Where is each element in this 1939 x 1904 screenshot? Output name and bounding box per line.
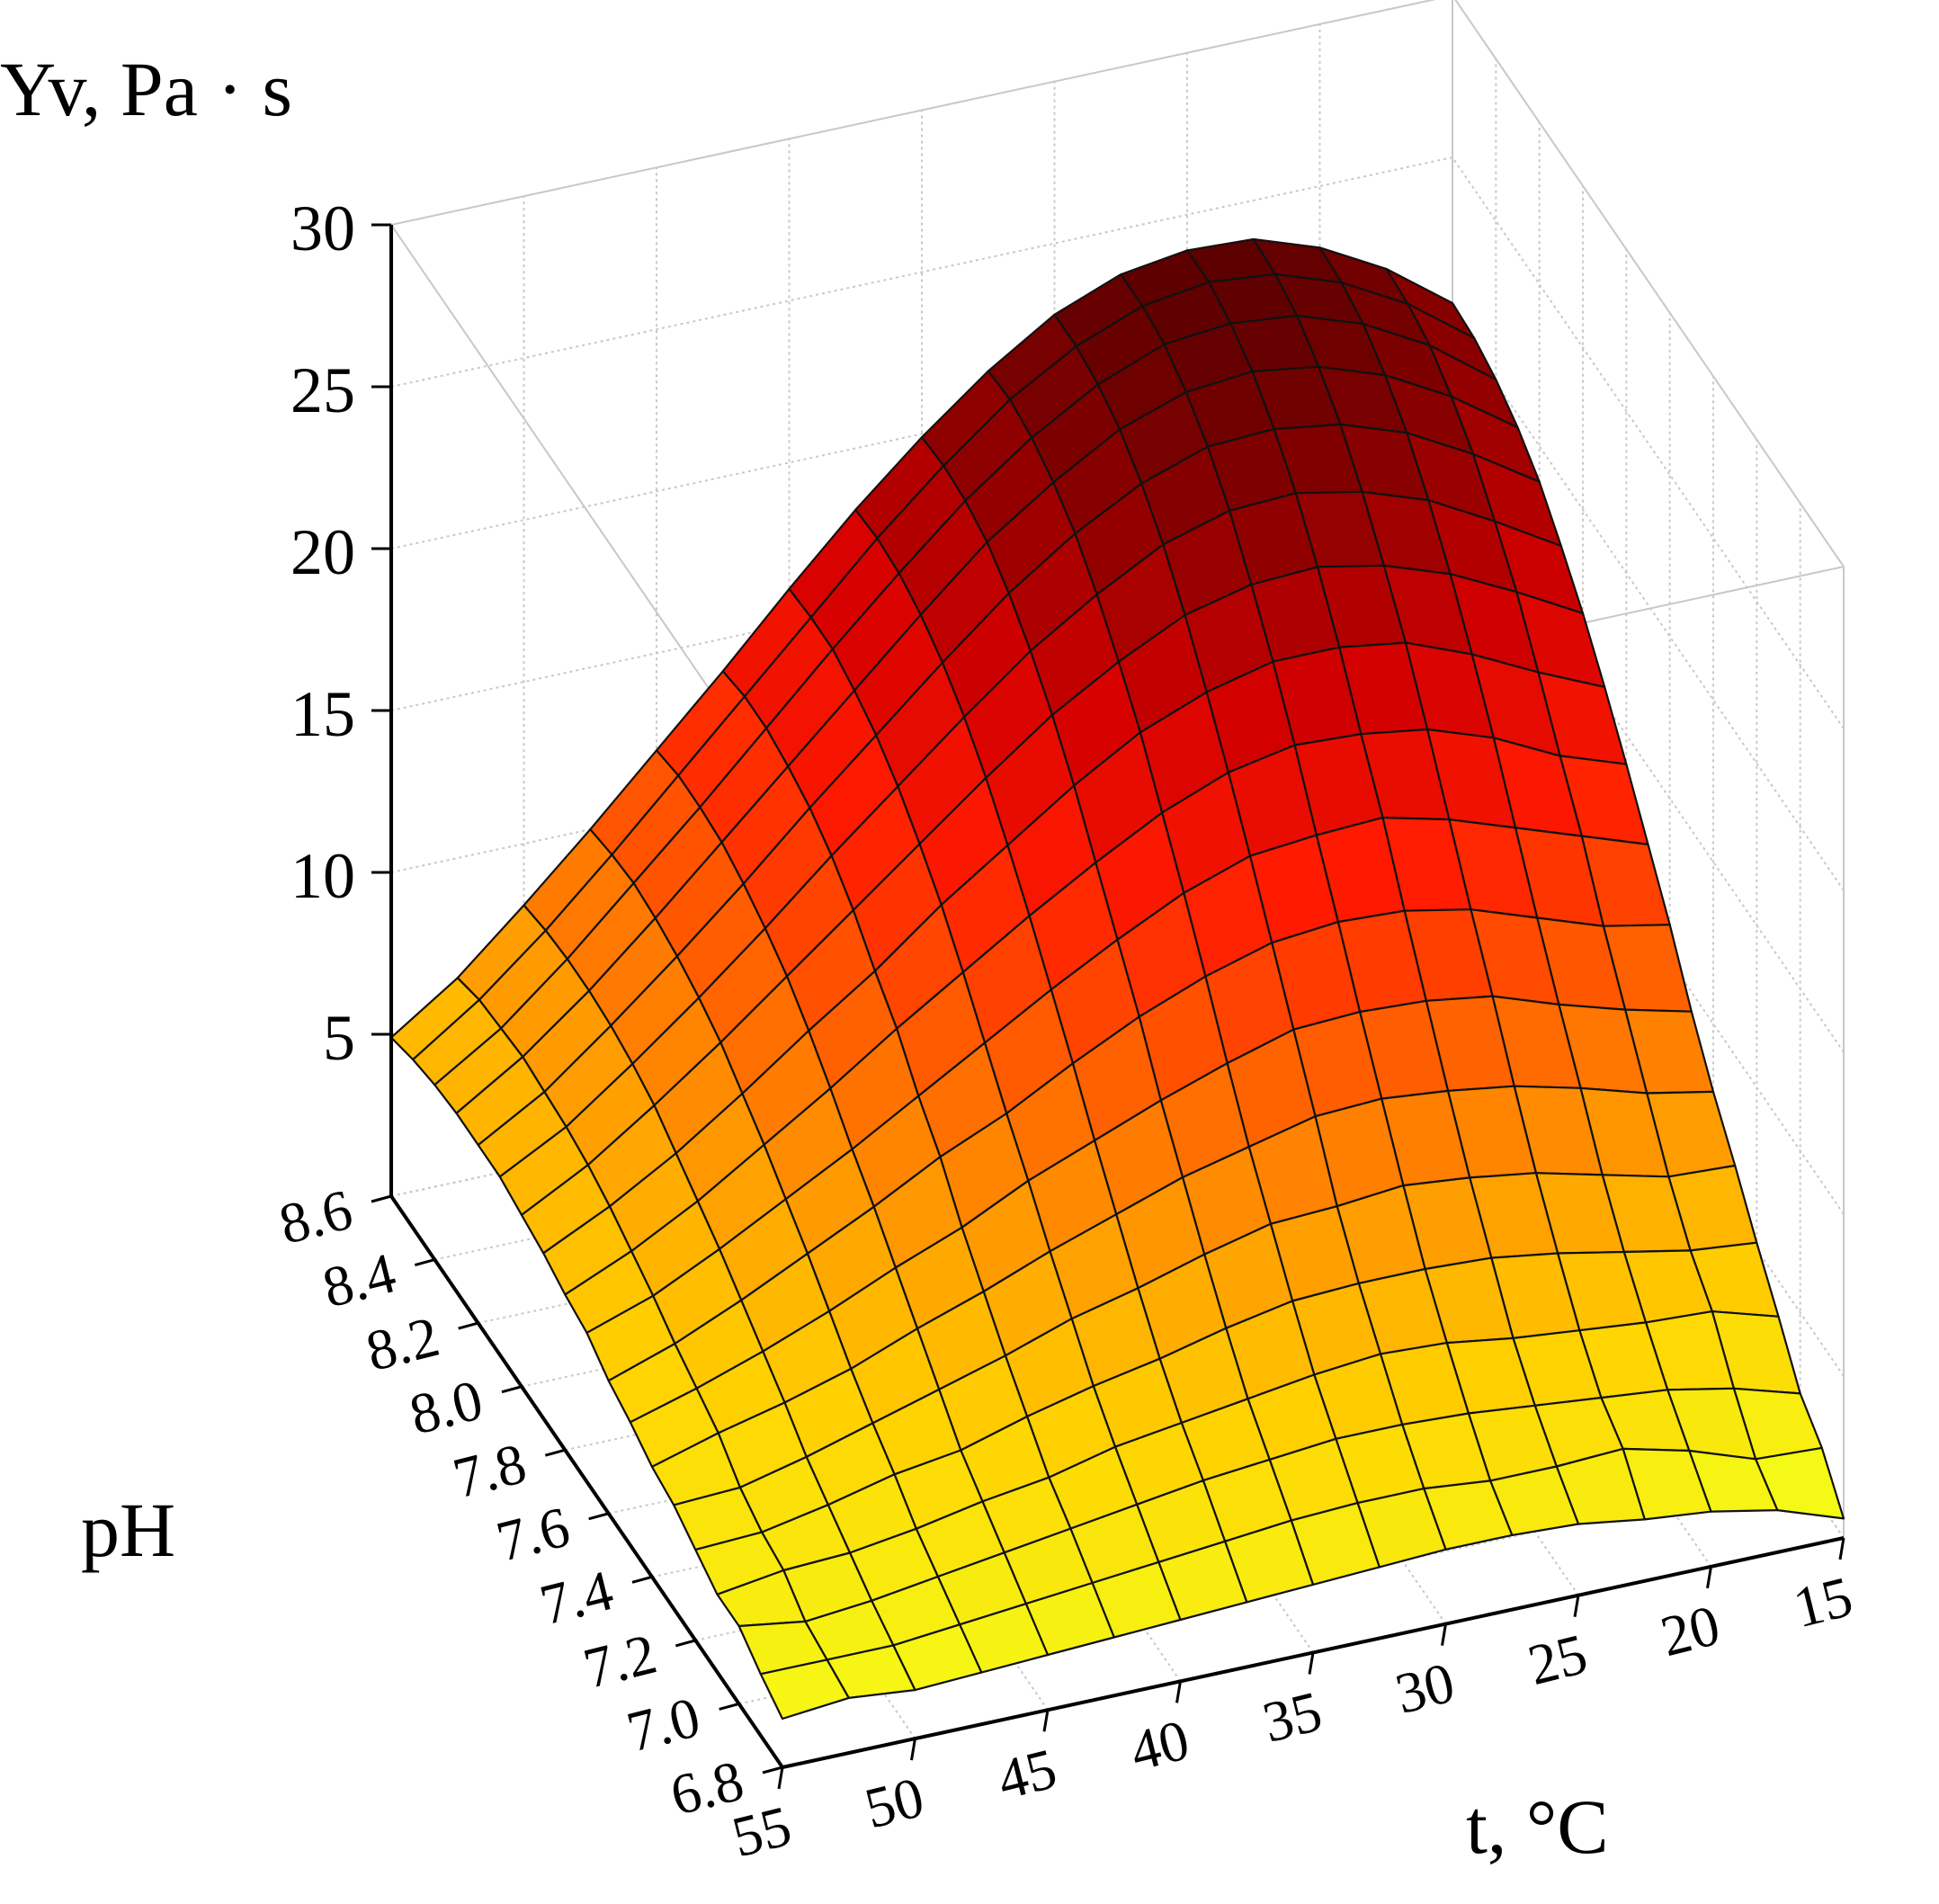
y-tick-label: 7.6 <box>490 1494 576 1573</box>
y-tick <box>631 1575 653 1584</box>
x-tick <box>1441 1623 1447 1646</box>
x-tick <box>1308 1652 1315 1675</box>
gridline-z-side <box>1452 480 1845 1053</box>
y-tick-label: 8.2 <box>360 1304 445 1383</box>
y-tick-label: 7.0 <box>621 1685 706 1764</box>
y-tick-label: 8.6 <box>273 1177 359 1256</box>
chart-axes: 510152025306.87.07.27.47.67.88.08.28.48.… <box>273 192 1859 1869</box>
y-tick-label: 7.2 <box>577 1622 663 1701</box>
x-tick <box>1042 1710 1050 1732</box>
gridline-z-side <box>1452 156 1845 729</box>
y-tick <box>588 1512 610 1521</box>
x-tick-label: 15 <box>1787 1564 1858 1640</box>
x-tick <box>910 1738 916 1761</box>
z-tick-label: 15 <box>290 678 355 750</box>
response-surface <box>389 237 1845 1721</box>
gridline-z-side <box>1452 804 1845 1377</box>
x-tick-label: 45 <box>991 1736 1062 1811</box>
y-tick <box>719 1702 740 1711</box>
gridline-z-back <box>390 156 1453 388</box>
x-tick <box>1706 1566 1712 1589</box>
y-tick-label: 8.4 <box>317 1240 402 1319</box>
x-tick-label: 30 <box>1389 1650 1461 1726</box>
y-tick-label: 7.4 <box>534 1558 620 1637</box>
y-tick-label: 8.0 <box>404 1367 489 1446</box>
x-axis-title: t, °C <box>1466 1783 1609 1870</box>
x-tick-label: 55 <box>726 1793 797 1869</box>
x-tick <box>777 1766 784 1790</box>
z-axis-title: Yv, Pa · s <box>0 46 292 132</box>
y-axis-title: pH <box>81 1487 175 1573</box>
y-tick <box>762 1765 783 1774</box>
x-tick-label: 40 <box>1124 1707 1195 1783</box>
z-tick-label: 30 <box>290 192 355 264</box>
z-tick-label: 5 <box>323 1002 355 1074</box>
gridline-z-side <box>1452 318 1845 891</box>
z-tick-label: 20 <box>290 516 355 588</box>
x-tick-label: 20 <box>1655 1593 1726 1668</box>
y-tick <box>414 1258 435 1267</box>
y-tick <box>371 1194 392 1203</box>
x-tick <box>1573 1595 1580 1617</box>
x-tick <box>1175 1681 1182 1703</box>
y-tick <box>458 1321 479 1330</box>
gridline-z-side <box>1454 0 1845 568</box>
y-tick-label: 7.8 <box>447 1431 532 1510</box>
y-tick <box>544 1448 566 1457</box>
surface-cell <box>759 1658 850 1721</box>
x-tick-label: 35 <box>1256 1678 1327 1754</box>
x-tick-label: 25 <box>1522 1622 1593 1697</box>
y-tick <box>501 1385 523 1394</box>
z-tick-label: 25 <box>290 354 355 426</box>
gridline-z-side <box>1452 642 1845 1215</box>
x-tick <box>1838 1537 1845 1560</box>
y-axis-line <box>389 1194 784 1769</box>
gridline-z-back <box>390 318 1453 550</box>
x-tick-label: 50 <box>859 1765 930 1840</box>
y-tick <box>675 1639 696 1648</box>
z-tick-label: 10 <box>290 840 355 912</box>
